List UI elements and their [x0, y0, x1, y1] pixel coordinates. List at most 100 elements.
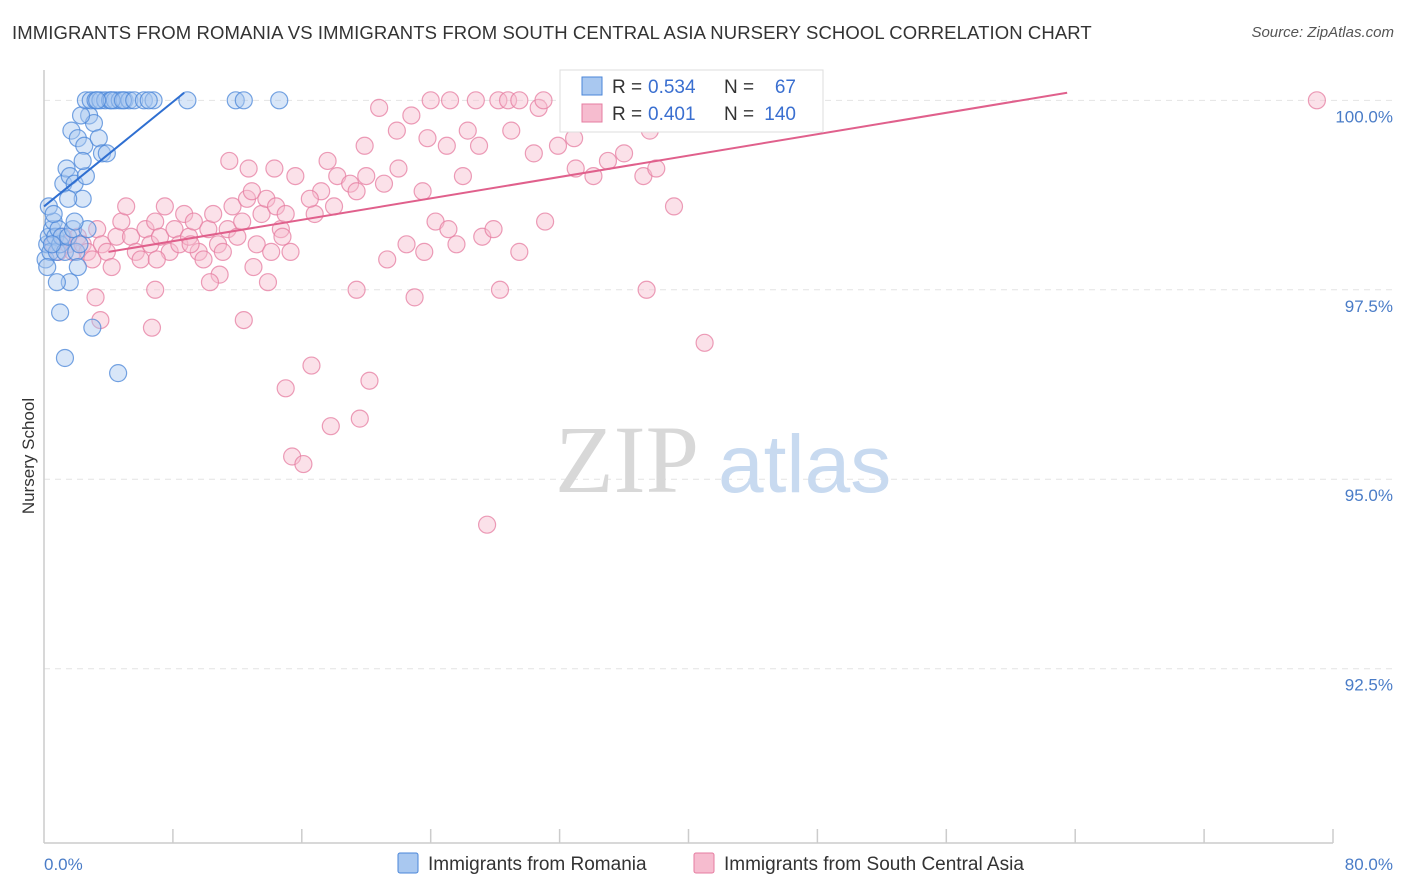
point-south-central-asia — [286, 166, 305, 186]
point-romania — [73, 151, 92, 171]
point-south-central-asia — [117, 197, 136, 216]
point-south-central-asia — [150, 227, 170, 246]
point-romania — [68, 129, 87, 148]
source-credit: Source: ZipAtlas.com — [1251, 24, 1394, 41]
point-south-central-asia — [131, 250, 150, 269]
point-south-central-asia — [477, 515, 497, 534]
point-south-central-asia — [469, 136, 489, 155]
point-south-central-asia — [466, 91, 485, 110]
point-south-central-asia — [534, 91, 553, 110]
point-romania — [71, 106, 91, 125]
gridlines — [44, 99, 1393, 670]
point-south-central-asia — [102, 257, 121, 277]
point-south-central-asia — [175, 204, 194, 224]
point-south-central-asia — [146, 212, 165, 231]
point-south-central-asia — [510, 91, 529, 110]
point-south-central-asia — [357, 166, 376, 186]
point-romania — [75, 136, 94, 155]
point-south-central-asia — [273, 227, 292, 246]
series-legend: Immigrants from Romania Immigrants from … — [397, 852, 1024, 875]
point-south-central-asia — [614, 144, 634, 163]
point-romania — [83, 318, 102, 337]
series-romania-points — [36, 91, 289, 383]
y-tick-label: 97.5% — [1345, 297, 1393, 316]
point-south-central-asia — [262, 242, 281, 261]
bottom-legend-label-sca: Immigrants from South Central Asia — [724, 854, 1024, 875]
point-south-central-asia — [300, 189, 319, 208]
point-romania — [109, 364, 128, 383]
point-romania — [76, 166, 95, 186]
point-romania — [81, 91, 100, 110]
y-tick-label: 92.5% — [1345, 676, 1393, 695]
point-romania — [68, 257, 87, 277]
point-romania — [120, 91, 139, 110]
point-south-central-asia — [194, 250, 213, 269]
point-romania — [59, 189, 78, 208]
point-south-central-asia — [146, 280, 165, 299]
point-south-central-asia — [276, 379, 295, 398]
point-romania — [55, 348, 75, 368]
legend-r-value-sca: 0.401 — [648, 104, 696, 125]
point-south-central-asia — [341, 174, 360, 193]
point-south-central-asia — [200, 273, 220, 292]
point-south-central-asia — [437, 136, 456, 155]
legend-box — [559, 69, 824, 133]
legend-swatch-romania — [581, 76, 603, 96]
point-south-central-asia — [266, 197, 286, 216]
point-south-central-asia — [397, 235, 416, 254]
point-south-central-asia — [378, 250, 397, 269]
point-south-central-asia — [421, 91, 440, 110]
point-south-central-asia — [83, 250, 102, 269]
point-south-central-asia — [239, 159, 258, 178]
legend-n-value-sca: 140 — [764, 104, 796, 125]
legend-r-value-romania: 0.534 — [648, 77, 696, 98]
point-romania — [125, 91, 144, 110]
point-south-central-asia — [258, 273, 278, 292]
trend-line-romania — [43, 91, 185, 208]
point-south-central-asia — [598, 151, 618, 171]
point-south-central-asia — [181, 235, 200, 254]
point-south-central-asia — [233, 212, 252, 231]
point-south-central-asia — [1307, 91, 1326, 110]
point-south-central-asia — [453, 166, 473, 186]
point-south-central-asia — [347, 182, 366, 201]
legend-n-label-romania: N = — [724, 77, 754, 98]
point-south-central-asia — [184, 212, 203, 231]
x-tick-marks — [172, 829, 1334, 843]
point-romania — [51, 303, 70, 322]
point-romania — [42, 235, 62, 254]
correlation-legend: R = 0.534 N = 67 R = 0.401 N = 140 — [559, 69, 824, 133]
point-south-central-asia — [142, 318, 162, 337]
point-south-central-asia — [548, 136, 568, 155]
point-romania — [270, 91, 289, 110]
bottom-legend-swatch-sca — [693, 852, 715, 874]
watermark-atlas: atlas — [718, 419, 891, 510]
point-south-central-asia — [112, 212, 131, 231]
point-romania — [65, 212, 84, 231]
point-south-central-asia — [387, 121, 406, 140]
legend-n-label-sca: N = — [724, 104, 754, 125]
point-romania — [234, 91, 253, 110]
trend-line-south-central-asia — [108, 91, 1068, 253]
point-south-central-asia — [405, 288, 424, 307]
legend-n-value-romania: 67 — [775, 77, 796, 98]
chart-title: IMMIGRANTS FROM ROMANIA VS IMMIGRANTS FR… — [12, 22, 1092, 43]
point-romania — [47, 273, 66, 292]
point-south-central-asia — [318, 151, 337, 171]
point-south-central-asia — [234, 310, 253, 330]
point-south-central-asia — [458, 121, 477, 140]
point-south-central-asia — [489, 91, 508, 110]
bottom-legend-label-romania: Immigrants from Romania — [428, 854, 647, 875]
point-romania — [44, 204, 63, 224]
point-south-central-asia — [355, 136, 374, 155]
point-south-central-asia — [439, 220, 458, 239]
point-south-central-asia — [413, 182, 432, 201]
point-romania — [134, 91, 153, 110]
point-south-central-asia — [490, 280, 510, 299]
point-south-central-asia — [502, 121, 521, 140]
point-south-central-asia — [276, 204, 295, 224]
point-south-central-asia — [294, 454, 313, 474]
trend-lines — [43, 91, 1068, 253]
point-south-central-asia — [204, 204, 223, 224]
point-south-central-asia — [374, 174, 394, 193]
